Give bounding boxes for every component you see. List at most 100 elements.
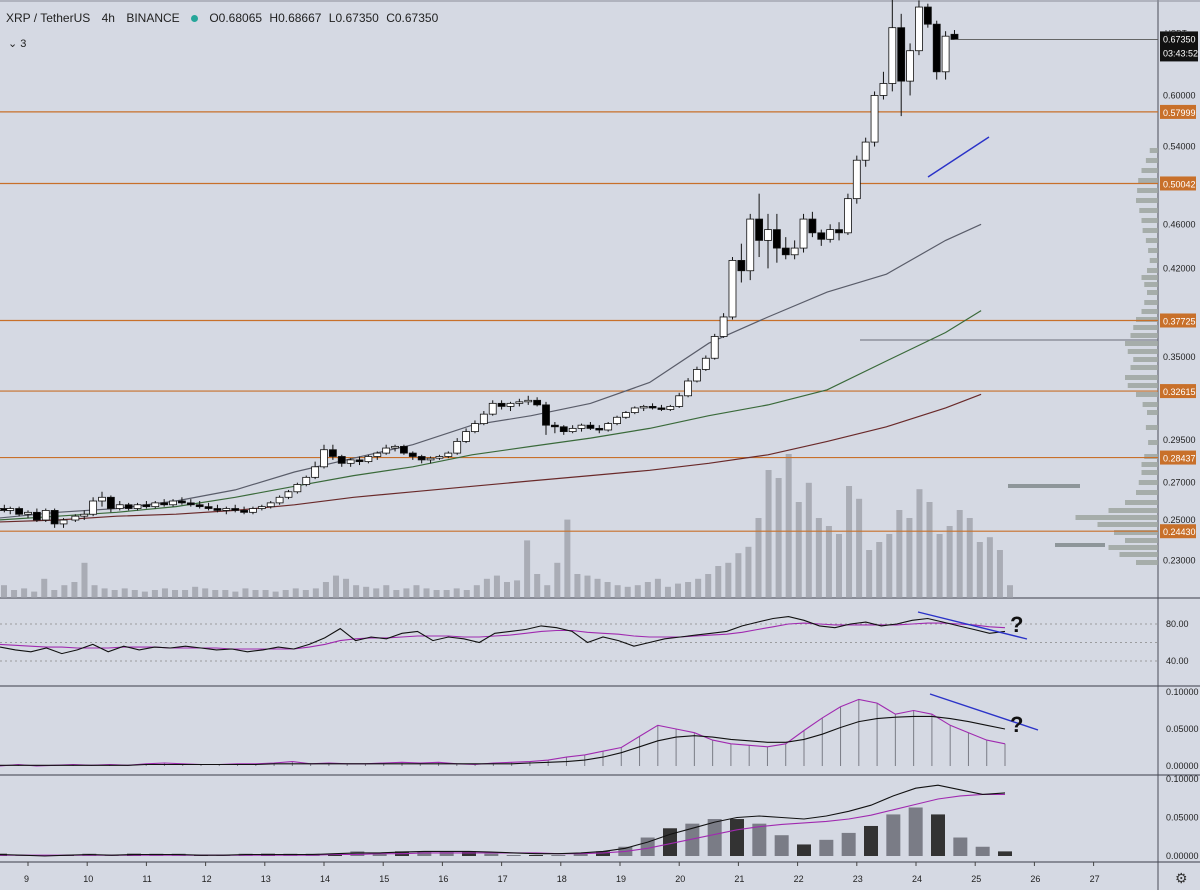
candle-down[interactable]	[355, 459, 364, 463]
trendline-oscillator-1[interactable]	[917, 611, 1028, 640]
time-axis[interactable]: 9 10 11 12 13 14 15 16 17 18 19 20 21 22 23 24 25 26 27 ⚙	[24, 862, 1188, 886]
candle-down[interactable]	[648, 406, 657, 409]
candle-down[interactable]	[559, 426, 568, 433]
candle-up[interactable]	[462, 431, 470, 442]
candle-down[interactable]	[772, 229, 781, 249]
candle-up[interactable]	[622, 412, 630, 418]
trendline-oscillator-2[interactable]	[929, 693, 1039, 731]
candle-down[interactable]	[417, 456, 426, 461]
candle-down[interactable]	[835, 229, 843, 234]
candle-down[interactable]	[950, 33, 959, 40]
candle-up[interactable]	[524, 399, 533, 403]
candle-down[interactable]	[533, 399, 542, 406]
indicators-toggle[interactable]: ⌄ 3	[8, 37, 26, 50]
candle-up[interactable]	[471, 423, 479, 433]
candle-down[interactable]	[400, 445, 408, 454]
candle-up[interactable]	[257, 506, 266, 509]
candle-down[interactable]	[337, 456, 346, 464]
candle-up[interactable]	[941, 35, 950, 73]
candle-down[interactable]	[550, 424, 559, 428]
candle-down[interactable]	[897, 27, 906, 82]
candle-up[interactable]	[568, 427, 577, 433]
current-price-badge[interactable]	[1160, 31, 1198, 62]
price-axis[interactable]: 0.872770.579990.500420.377250.326150.284…	[954, 0, 1198, 565]
candle-up[interactable]	[435, 456, 444, 459]
price-level-badge[interactable]	[1160, 104, 1196, 119]
candle-down[interactable]	[328, 449, 337, 457]
candle-down[interactable]	[240, 510, 248, 513]
candle-up[interactable]	[24, 511, 32, 515]
candle-up[interactable]	[790, 247, 799, 256]
candle-up[interactable]	[41, 510, 50, 521]
candle-up[interactable]	[826, 229, 835, 240]
candle-up[interactable]	[382, 447, 391, 454]
candle-up[interactable]	[98, 496, 106, 502]
question-mark-annotation[interactable]: ?	[1010, 712, 1023, 737]
candlesticks[interactable]	[0, 0, 959, 528]
candle-down[interactable]	[657, 407, 666, 410]
candle-up[interactable]	[59, 519, 68, 525]
candle-down[interactable]	[213, 508, 222, 511]
candle-up[interactable]	[861, 141, 870, 161]
candle-up[interactable]	[391, 445, 399, 449]
candle-up[interactable]	[799, 218, 808, 249]
candle-down[interactable]	[195, 504, 204, 508]
candle-up[interactable]	[479, 413, 488, 424]
candle-up[interactable]	[89, 500, 98, 515]
candle-up[interactable]	[169, 500, 177, 506]
candle-up[interactable]	[302, 476, 311, 485]
candle-down[interactable]	[178, 500, 186, 504]
candle-down[interactable]	[15, 508, 24, 515]
candle-down[interactable]	[595, 427, 604, 431]
price-level-badge[interactable]	[1160, 313, 1196, 328]
candle-down[interactable]	[106, 496, 115, 509]
candle-up[interactable]	[693, 369, 701, 382]
candle-down[interactable]	[124, 504, 133, 509]
candle-down[interactable]	[186, 502, 195, 506]
candle-down[interactable]	[50, 510, 59, 525]
candle-up[interactable]	[266, 502, 275, 508]
candle-down[interactable]	[204, 506, 213, 509]
candle-up[interactable]	[719, 316, 728, 337]
candle-down[interactable]	[142, 504, 151, 508]
candle-up[interactable]	[80, 513, 89, 517]
candle-up[interactable]	[275, 496, 284, 504]
candle-up[interactable]	[915, 6, 923, 52]
candle-up[interactable]	[506, 402, 515, 407]
candle-down[interactable]	[497, 402, 506, 407]
candle-up[interactable]	[844, 198, 852, 234]
candle-up[interactable]	[852, 159, 861, 200]
symbol-name[interactable]: XRP / TetherUS	[6, 11, 91, 25]
candle-up[interactable]	[701, 357, 710, 370]
candle-up[interactable]	[728, 260, 737, 318]
trendline-price[interactable]	[927, 136, 990, 178]
drawings[interactable]: ??	[917, 136, 1039, 737]
candle-up[interactable]	[6, 508, 15, 511]
candle-up[interactable]	[133, 504, 142, 509]
candle-up[interactable]	[444, 452, 453, 457]
candle-down[interactable]	[737, 260, 746, 272]
candle-up[interactable]	[888, 27, 897, 84]
candle-up[interactable]	[666, 406, 675, 410]
candle-down[interactable]	[586, 424, 595, 429]
candle-up[interactable]	[906, 50, 914, 82]
candle-down[interactable]	[160, 502, 169, 506]
candle-up[interactable]	[249, 508, 257, 513]
settings-gear-icon[interactable]: ⚙	[1175, 870, 1188, 886]
candle-up[interactable]	[151, 502, 160, 508]
candle-up[interactable]	[684, 380, 692, 397]
candle-up[interactable]	[710, 336, 719, 359]
question-mark-annotation[interactable]: ?	[1010, 612, 1023, 637]
candle-down[interactable]	[32, 511, 41, 521]
candle-down[interactable]	[755, 218, 764, 241]
candle-up[interactable]	[630, 407, 639, 413]
candle-down[interactable]	[781, 247, 790, 256]
candle-up[interactable]	[311, 466, 320, 478]
candle-down[interactable]	[932, 23, 941, 73]
price-level-badge[interactable]	[1160, 450, 1196, 465]
candle-up[interactable]	[71, 515, 80, 521]
price-level-badge[interactable]	[1160, 524, 1196, 539]
candle-up[interactable]	[746, 218, 755, 272]
candle-up[interactable]	[515, 401, 524, 404]
